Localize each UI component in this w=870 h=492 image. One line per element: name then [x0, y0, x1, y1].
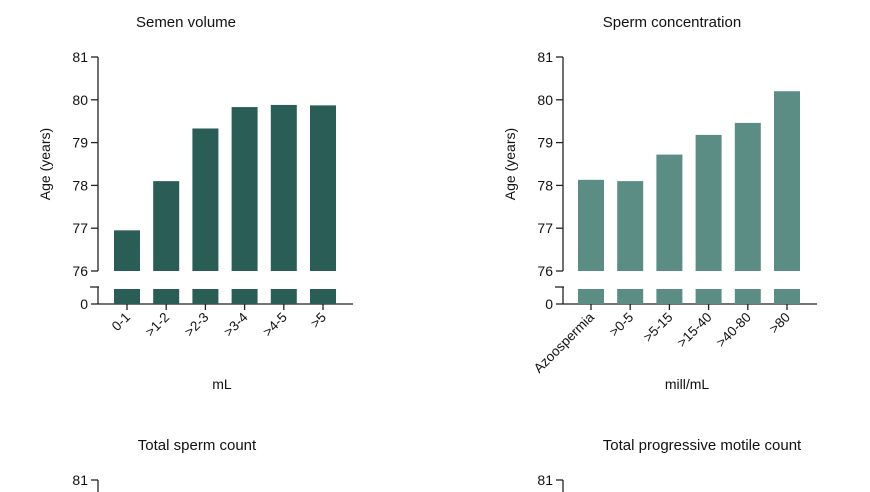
chart-title-3: Total sperm count — [138, 437, 257, 454]
bar-upper-1-1 — [114, 230, 140, 271]
y-tick-label-2-76: 76 — [537, 263, 553, 279]
x-tick-label-1-5: >4-5 — [260, 310, 290, 340]
bar-upper-1-3 — [192, 128, 219, 271]
x-tick-label-2-3: >5-15 — [640, 310, 675, 345]
x-tick-label-2-1: Azoospermia — [531, 309, 598, 376]
bar-lower-2-6 — [774, 289, 800, 304]
x-tick-label-2-2: >0-5 — [606, 310, 636, 340]
y-tick-label-2-78: 78 — [537, 177, 553, 193]
x-tick-label-1-3: >2-3 — [182, 310, 212, 340]
bar-lower-2-2 — [617, 289, 644, 304]
x-tick-label-2-5: >40-80 — [713, 310, 754, 351]
y-tick-label-2-80: 80 — [537, 92, 553, 108]
bar-lower-1-6 — [310, 289, 336, 304]
bar-upper-2-3 — [656, 154, 683, 271]
x-tick-label-1-2: >1-2 — [142, 310, 172, 340]
y-tick-label-2-81: 81 — [537, 49, 553, 65]
bar-lower-1-3 — [192, 289, 219, 304]
bar-upper-2-6 — [774, 91, 800, 272]
x-tick-label-1-4: >3-4 — [221, 309, 251, 339]
chart-title-4: Total progressive motile count — [603, 437, 802, 454]
y-tick-label-2-77: 77 — [537, 220, 553, 236]
bar-lower-2-1 — [578, 289, 604, 304]
x-tick-label-1-6: >5 — [308, 310, 330, 332]
y-tick-label-1-81: 81 — [72, 49, 88, 65]
y-tick-label-2-zero: 0 — [545, 296, 553, 312]
bar-upper-1-5 — [270, 104, 297, 271]
bar-lower-2-4 — [695, 289, 722, 304]
y-tick-label-1-77: 77 — [72, 220, 88, 236]
x-tick-label-2-6: >80 — [766, 310, 793, 337]
y-tick-label-2-79: 79 — [537, 135, 553, 151]
bar-upper-1-2 — [153, 181, 180, 271]
x-tick-label-2-4: >15-40 — [674, 310, 715, 351]
y-axis-label-1: Age (years) — [37, 128, 53, 200]
bar-upper-1-6 — [310, 105, 336, 271]
bar-upper-2-5 — [734, 122, 761, 271]
bar-upper-2-1 — [578, 179, 604, 271]
y-tick-label-1-78: 78 — [72, 177, 88, 193]
bar-lower-1-4 — [231, 289, 258, 304]
y-tick-label-1-80: 80 — [72, 92, 88, 108]
y-tick-label-3-81: 81 — [72, 472, 88, 488]
y-tick-label-1-zero: 0 — [80, 296, 88, 312]
bar-lower-1-1 — [114, 289, 140, 304]
x-axis-label-2: mill/mL — [665, 376, 710, 392]
y-axis-label-2: Age (years) — [502, 128, 518, 200]
bar-lower-2-5 — [734, 289, 761, 304]
bar-lower-1-5 — [270, 289, 297, 304]
bar-upper-1-4 — [231, 107, 258, 272]
y-tick-label-1-79: 79 — [72, 135, 88, 151]
bar-upper-2-2 — [617, 181, 644, 271]
bar-lower-1-2 — [153, 289, 180, 304]
chart-title-2: Sperm concentration — [603, 14, 741, 31]
y-tick-label-4-81: 81 — [537, 472, 553, 488]
y-tick-label-1-76: 76 — [72, 263, 88, 279]
chart-title-1: Semen volume — [136, 14, 236, 31]
bar-upper-2-4 — [695, 134, 722, 271]
bar-lower-2-3 — [656, 289, 683, 304]
x-tick-label-1-1: 0-1 — [109, 310, 133, 334]
x-axis-label-1: mL — [212, 376, 232, 392]
